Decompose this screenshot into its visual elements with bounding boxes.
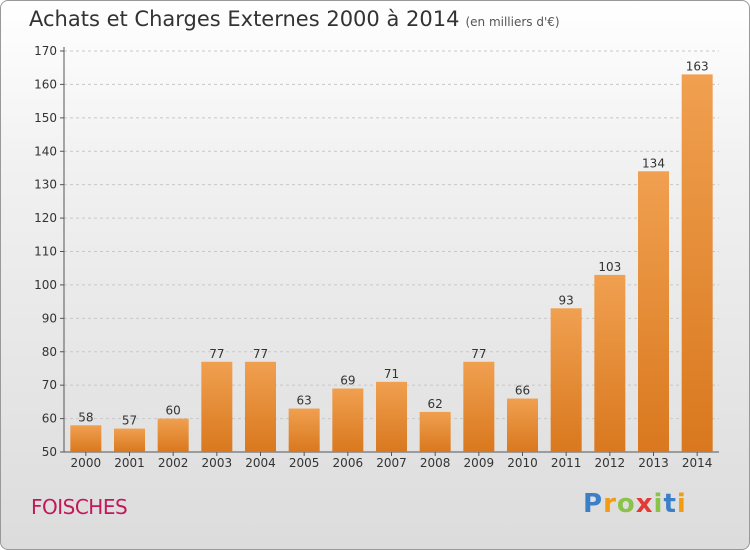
data-label: 69 [340,374,355,388]
logo-letter: o [616,489,636,519]
x-tick-label: 2013 [638,456,669,470]
y-tick-label: 70 [42,378,57,392]
y-tick-label: 100 [34,278,57,292]
bar [638,171,669,453]
y-tick-label: 150 [34,111,57,125]
bar [594,274,626,452]
bar [681,74,713,453]
bar [70,425,102,452]
logo-letter: t [663,489,677,519]
x-tick-label: 2004 [245,456,276,470]
y-tick-label: 90 [42,311,57,325]
data-label: 58 [78,410,93,424]
logo-letter: i [653,489,664,519]
bar [550,308,582,452]
place-name: FOISCHES [31,495,128,519]
y-tick-label: 50 [42,445,57,459]
y-tick-label: 170 [34,44,57,58]
y-tick-label: 160 [34,77,57,91]
logo-letter: x [635,489,654,519]
bar [157,418,189,452]
logo-letter: i [676,489,687,519]
data-label: 60 [166,404,181,418]
bar [114,428,145,452]
y-tick-label: 130 [34,178,57,192]
data-label: 77 [209,347,224,361]
y-tick-label: 80 [42,345,57,359]
x-tick-label: 2012 [595,456,626,470]
data-label: 66 [515,384,530,398]
x-tick-label: 2002 [158,456,189,470]
y-tick-label: 140 [34,144,57,158]
bar [376,381,407,452]
data-label: 163 [686,59,709,73]
x-tick-label: 2001 [114,456,145,470]
bar [288,408,320,452]
logo-letter: r [603,489,617,519]
x-tick-label: 2009 [464,456,495,470]
x-tick-label: 2011 [551,456,582,470]
bar [463,361,495,452]
bar [419,411,451,452]
y-tick-label: 120 [34,211,57,225]
x-tick-label: 2008 [420,456,451,470]
bar [245,361,276,452]
x-tick-label: 2014 [682,456,713,470]
bar [507,398,538,452]
data-label: 71 [384,367,399,381]
data-label: 134 [642,156,665,170]
data-label: 77 [253,347,268,361]
data-label: 63 [297,394,312,408]
y-tick-label: 60 [42,412,57,426]
bar [201,361,233,452]
x-tick-label: 2003 [202,456,233,470]
data-label: 103 [598,260,621,274]
x-tick-label: 2005 [289,456,320,470]
x-tick-label: 2007 [376,456,407,470]
data-label: 62 [428,397,443,411]
chart-title: Achats et Charges Externes 2000 à 2014 (e… [29,7,560,31]
x-tick-label: 2000 [71,456,102,470]
data-label: 57 [122,414,137,428]
y-tick-label: 110 [34,245,57,259]
data-label: 77 [471,347,486,361]
x-tick-label: 2010 [507,456,538,470]
proxiti-logo: Proxiti [583,489,687,519]
x-tick-label: 2006 [333,456,364,470]
data-label: 93 [559,293,574,307]
chart-subtitle: (en milliers d'€) [465,15,560,29]
bar [332,388,364,452]
logo-letter: P [583,489,604,519]
